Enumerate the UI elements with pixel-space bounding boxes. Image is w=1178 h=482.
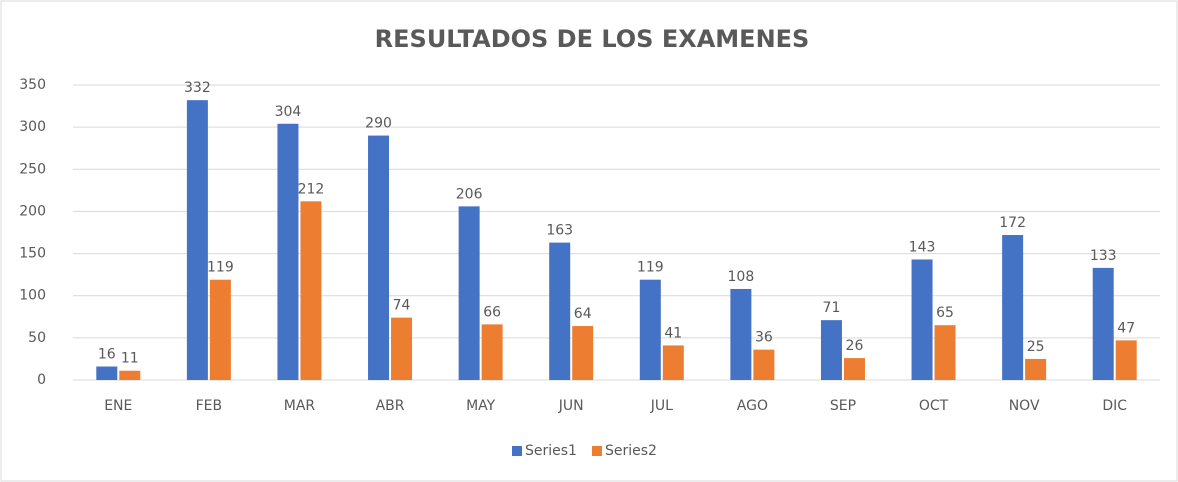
data-label: 36 [755,330,773,346]
bar [1002,235,1024,380]
bar [209,279,231,380]
data-label: 133 [1090,248,1117,264]
x-tick-label: ENE [104,398,132,414]
data-label: 64 [574,306,592,322]
data-label: 71 [823,300,841,316]
bar [96,366,118,380]
data-label: 47 [1117,320,1135,336]
x-tick-label: OCT [919,398,949,414]
data-label: 143 [909,239,936,255]
bar [368,135,390,380]
bar [458,206,480,380]
bar [639,279,661,380]
bar [730,288,752,380]
chart-title: RESULTADOS DE LOS EXAMENES [375,25,810,53]
bar [1025,358,1047,380]
data-label: 74 [393,298,411,314]
data-label: 108 [728,269,755,285]
data-label: 304 [275,104,302,120]
data-label: 206 [456,186,483,202]
x-tick-label: MAR [284,398,316,414]
bar [911,259,933,380]
bar [481,324,503,380]
bar [119,370,141,380]
bar [1092,267,1114,380]
y-tick-label: 0 [37,372,46,388]
x-tick-label: SEP [830,398,856,414]
data-label: 11 [121,351,139,367]
y-tick-label: 50 [28,330,46,346]
bar [820,320,842,380]
x-tick-label: ABR [376,398,405,414]
legend-label: Series2 [605,443,657,459]
legend-swatch [591,446,602,456]
data-label: 119 [207,260,234,276]
x-tick-label: FEB [196,398,223,414]
bar [1115,340,1137,380]
bar [277,123,299,381]
x-tick-label: DIC [1102,398,1127,414]
bar [549,242,571,380]
data-label: 66 [483,304,501,320]
y-tick-label: 250 [19,161,46,177]
data-label: 41 [664,325,682,341]
data-label: 25 [1027,339,1045,355]
legend-label: Series1 [525,443,577,459]
data-label: 65 [936,305,954,321]
data-label: 290 [365,116,392,132]
data-label: 332 [184,80,211,96]
data-label: 119 [637,260,664,276]
bar [391,317,413,380]
bar [753,349,775,380]
x-tick-label: NOV [1009,398,1040,414]
bar [843,358,865,380]
bar [662,345,684,380]
y-tick-label: 200 [19,203,46,219]
data-label: 172 [999,215,1026,231]
bar [300,201,322,380]
bar [934,325,956,380]
y-tick-label: 150 [19,246,46,262]
data-label: 163 [546,223,573,239]
y-tick-label: 100 [19,288,46,304]
data-label: 16 [98,347,116,363]
x-tick-label: AGO [737,398,768,414]
y-tick-label: 300 [19,119,46,135]
data-label: 26 [846,338,864,354]
x-tick-label: MAY [466,398,496,414]
legend-swatch [512,446,522,456]
bar [572,326,594,380]
bar [186,100,208,381]
x-tick-label: JUN [558,398,584,414]
x-tick-label: JUL [650,398,673,414]
y-tick-label: 350 [19,77,46,93]
data-label: 212 [298,181,325,197]
